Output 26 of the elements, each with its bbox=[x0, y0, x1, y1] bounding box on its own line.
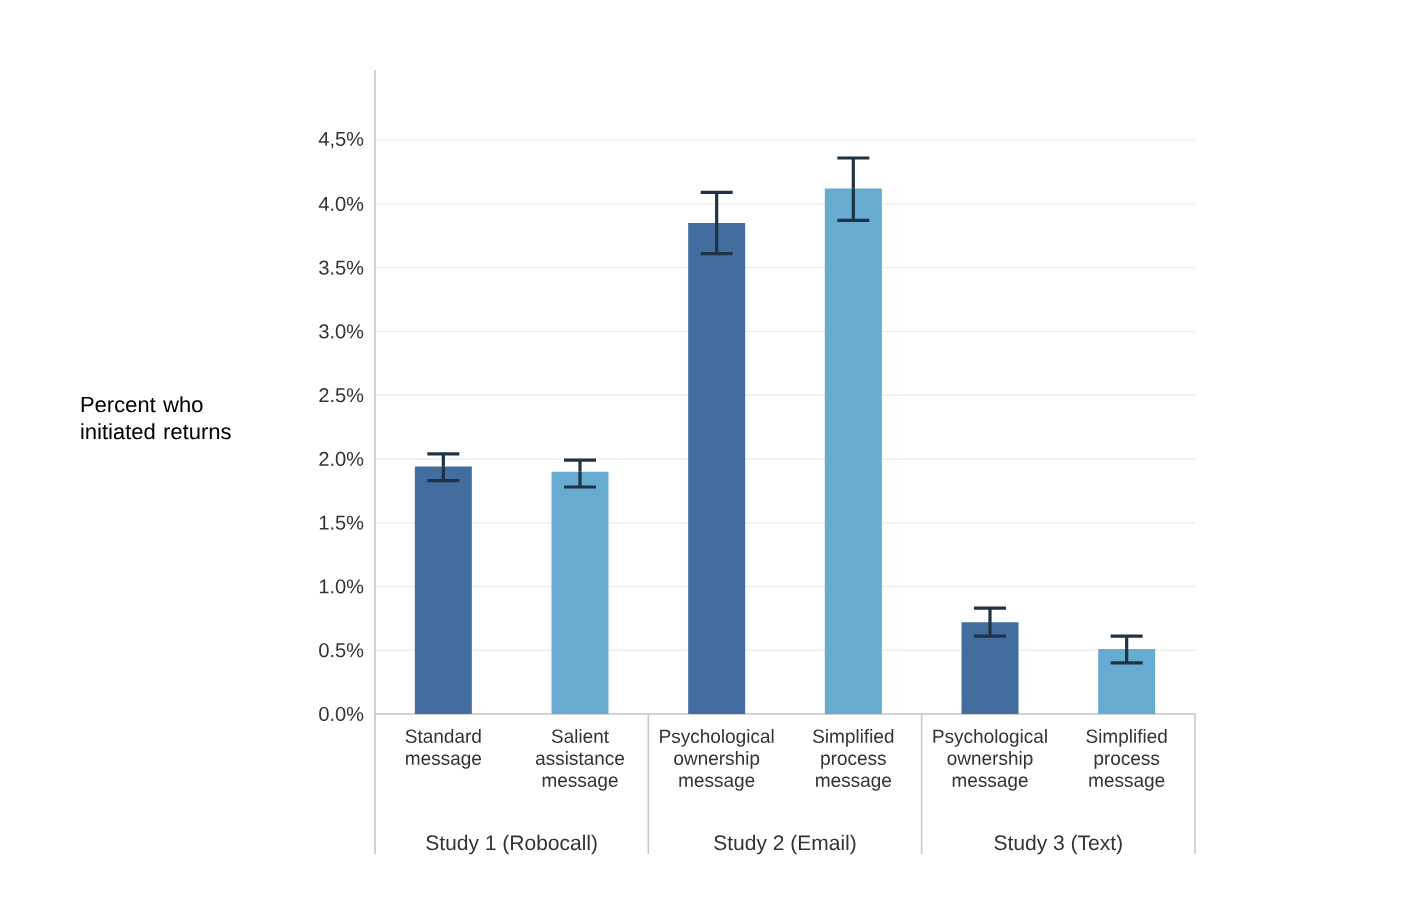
text: Study 2 (Email) bbox=[714, 834, 856, 855]
bar bbox=[1098, 648, 1156, 714]
bar bbox=[824, 188, 882, 714]
text: Study 3 (Text) bbox=[994, 834, 1122, 855]
bar bbox=[551, 471, 609, 714]
y-tick-label: 1.0% bbox=[319, 579, 364, 594]
y-tick-label: 4,5% bbox=[318, 131, 364, 149]
x-tick-label: Psychological ownership message bbox=[660, 729, 774, 791]
y-tick-label: 2.5% bbox=[319, 388, 364, 403]
y-axis-title: Percent who initiated returns bbox=[81, 396, 231, 440]
x-tick-label: Simplified process message bbox=[1086, 729, 1167, 791]
y-tick-label: 0.0% bbox=[319, 706, 364, 722]
bar bbox=[961, 622, 1019, 714]
y-tick-label: 1.5% bbox=[319, 515, 364, 530]
y-tick-label: 0.5% bbox=[319, 643, 364, 658]
x-tick-label: Standard message bbox=[405, 729, 482, 769]
y-tick-label: 3.5% bbox=[319, 260, 364, 275]
y-tick-label: 4.0% bbox=[318, 196, 364, 211]
bar bbox=[688, 223, 746, 714]
x-tick-label: Psychological ownership message bbox=[933, 729, 1047, 791]
text: Study 1 (Robocall) bbox=[426, 834, 597, 855]
x-tick-label: Salient assistance message bbox=[535, 729, 625, 791]
y-tick-label: 2.0% bbox=[319, 451, 364, 467]
bar bbox=[414, 466, 472, 714]
x-tick-label: Simplified process message bbox=[813, 729, 894, 791]
y-tick-label: 3.0% bbox=[319, 324, 364, 339]
